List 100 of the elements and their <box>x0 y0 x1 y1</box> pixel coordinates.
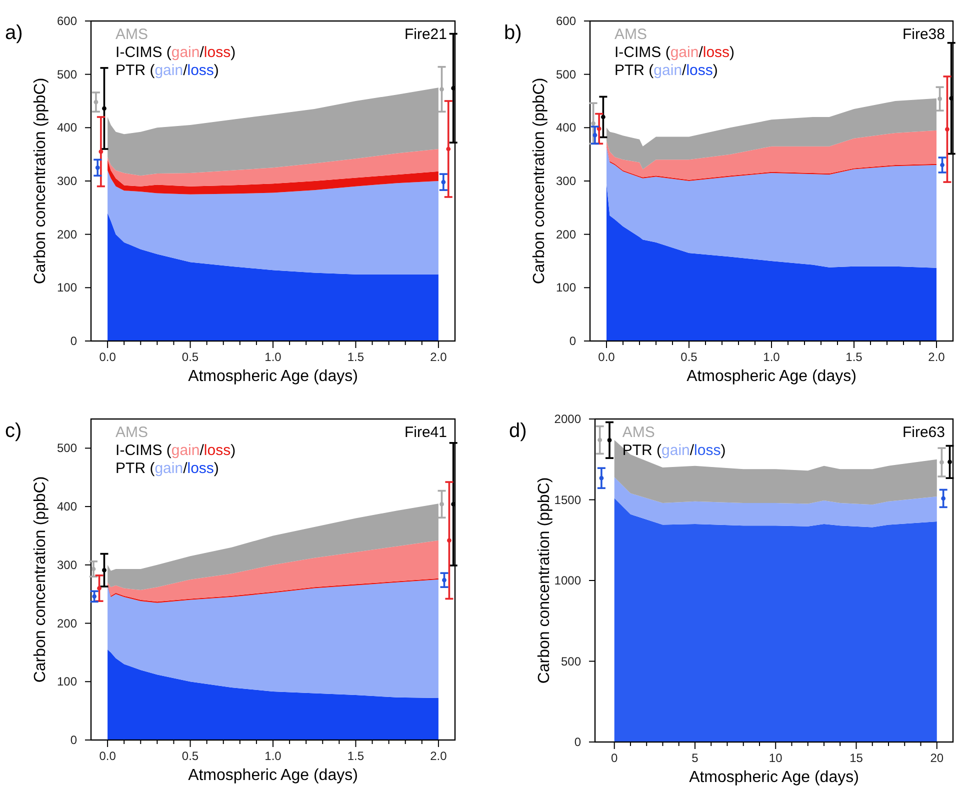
annotation: I-CIMS ( <box>116 44 172 61</box>
annotation: ) <box>230 442 236 459</box>
x-tick-label: 20 <box>930 751 944 765</box>
chart-subtitle: b) <box>504 22 522 44</box>
chart-subtitle: a) <box>5 22 23 44</box>
y-tick-label: 0 <box>569 334 576 348</box>
point <box>95 165 100 170</box>
chart-title: Fire41 <box>404 424 447 441</box>
y-tick-label: 200 <box>56 616 78 630</box>
point <box>446 146 451 152</box>
x-tick-label: 2.0 <box>430 350 448 364</box>
x-tick-label: 1.5 <box>347 749 364 763</box>
text: loss <box>187 460 214 477</box>
point <box>102 106 106 111</box>
point <box>591 121 596 126</box>
text: loss <box>686 62 713 79</box>
text: loss <box>702 44 730 61</box>
y-tick-label: 300 <box>56 174 78 188</box>
point <box>97 586 102 590</box>
x-tick-label: 1.0 <box>264 350 282 364</box>
text: AMS <box>116 26 148 43</box>
point <box>945 127 950 132</box>
text: AMS <box>614 26 648 43</box>
x-tick-label: 0.0 <box>99 350 116 364</box>
annotation: / <box>690 442 695 459</box>
point <box>442 578 446 582</box>
x-axis-title: Atmospheric Age (days) <box>686 368 856 385</box>
x-tick-label: 1.5 <box>347 350 364 364</box>
y-tick-label: 0 <box>70 334 78 348</box>
x-tick-label: 0.0 <box>99 749 116 763</box>
annotation: PTR ( <box>614 62 654 79</box>
text: gain <box>154 62 184 79</box>
annotation: ) <box>720 442 726 459</box>
y-axis-title: Carbon concentration (ppbC) <box>32 476 49 683</box>
x-tick-label: 1.5 <box>846 350 863 364</box>
x-tick-label: 5 <box>692 751 699 765</box>
chart-subtitle: d) <box>509 420 527 442</box>
text: loss <box>204 442 231 459</box>
x-axis-title: Atmospheric Age (days) <box>689 769 859 786</box>
y-tick-label: 600 <box>556 14 576 28</box>
point <box>607 438 612 442</box>
annotation: ) <box>712 62 718 79</box>
annotation: ) <box>214 62 219 79</box>
chart-title: Fire21 <box>404 26 447 43</box>
x-tick-label: 1.0 <box>264 749 282 763</box>
annotation: PTR ( <box>116 62 155 79</box>
chart-title: Fire38 <box>902 26 945 43</box>
y-tick-label: 300 <box>556 174 576 188</box>
point <box>592 132 598 138</box>
x-axis-title: Atmospheric Age (days) <box>188 368 358 385</box>
y-tick-label: 200 <box>556 227 576 242</box>
text: loss <box>204 44 231 61</box>
x-axis-title: Atmospheric Age (days) <box>188 767 358 784</box>
x-tick-label: 10 <box>768 751 783 765</box>
point <box>102 568 106 572</box>
annotation: ) <box>730 44 735 61</box>
point <box>451 502 456 506</box>
text: gain <box>154 460 184 477</box>
y-tick-label: 600 <box>56 14 78 28</box>
point <box>938 96 942 102</box>
point <box>596 126 602 131</box>
y-tick-label: 1000 <box>554 574 582 588</box>
point <box>451 86 456 90</box>
x-tick-label: 0.5 <box>182 350 199 364</box>
chart-title: Fire63 <box>902 424 945 441</box>
text: gain <box>670 44 699 61</box>
annotation: / <box>200 44 205 61</box>
point <box>601 114 606 120</box>
x-tick-label: 0.5 <box>680 350 698 364</box>
point <box>940 460 944 464</box>
point <box>440 502 444 506</box>
y-tick-label: 0 <box>574 735 582 749</box>
annotation: / <box>682 62 688 79</box>
y-tick-label: 300 <box>56 558 78 572</box>
y-tick-label: 400 <box>56 500 78 514</box>
text: loss <box>187 62 214 79</box>
annotation: I-CIMS ( <box>116 442 172 459</box>
point <box>92 594 97 599</box>
series-label: AMS <box>622 424 655 441</box>
chart-subtitle: c) <box>5 420 22 442</box>
text: gain <box>171 442 200 459</box>
point <box>94 100 98 104</box>
annotation: I-CIMS ( <box>614 44 670 61</box>
y-axis-title: Carbon concentration (ppbC) <box>536 477 553 684</box>
y-tick-label: 400 <box>56 120 78 135</box>
x-tick-label: 0.0 <box>598 350 616 364</box>
y-tick-label: 100 <box>56 674 78 689</box>
text: loss <box>694 442 721 459</box>
y-tick-label: 0 <box>70 733 78 747</box>
text: gain <box>662 442 690 459</box>
annotation: PTR ( <box>116 460 155 477</box>
annotation: / <box>200 442 205 459</box>
x-tick-label: 1.0 <box>763 350 780 364</box>
x-tick-label: 0.5 <box>182 749 199 763</box>
point <box>98 149 104 154</box>
text: gain <box>654 62 682 79</box>
y-axis-title: Carbon concentration (ppbC) <box>32 78 49 284</box>
y-tick-label: 500 <box>556 67 576 82</box>
point <box>599 476 604 480</box>
annotation: ) <box>230 44 236 61</box>
